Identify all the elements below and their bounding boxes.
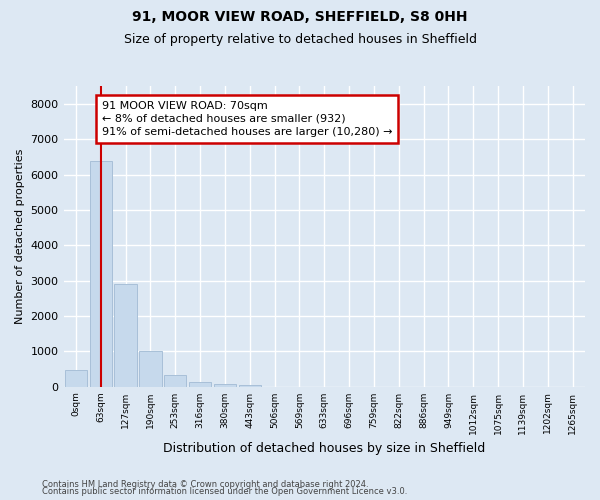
Bar (115, 284, 137, 386)
Bar (214, 384, 236, 386)
Text: Contains public sector information licensed under the Open Government Licence v3: Contains public sector information licen… (42, 488, 407, 496)
Text: Size of property relative to detached houses in Sheffield: Size of property relative to detached ho… (124, 32, 476, 46)
Text: Contains HM Land Registry data © Crown copyright and database right 2024.: Contains HM Land Registry data © Crown c… (42, 480, 368, 489)
Text: 91, MOOR VIEW ROAD, SHEFFIELD, S8 0HH: 91, MOOR VIEW ROAD, SHEFFIELD, S8 0HH (132, 10, 468, 24)
Y-axis label: Number of detached properties: Number of detached properties (15, 149, 25, 324)
Text: 91 MOOR VIEW ROAD: 70sqm
← 8% of detached houses are smaller (932)
91% of semi-d: 91 MOOR VIEW ROAD: 70sqm ← 8% of detache… (102, 100, 392, 137)
Bar (65, 370, 87, 386)
Bar (89, 160, 112, 386)
Bar (139, 352, 161, 386)
Bar (189, 382, 211, 386)
Bar (164, 375, 187, 386)
X-axis label: Distribution of detached houses by size in Sheffield: Distribution of detached houses by size … (163, 442, 485, 455)
Bar (239, 384, 261, 386)
